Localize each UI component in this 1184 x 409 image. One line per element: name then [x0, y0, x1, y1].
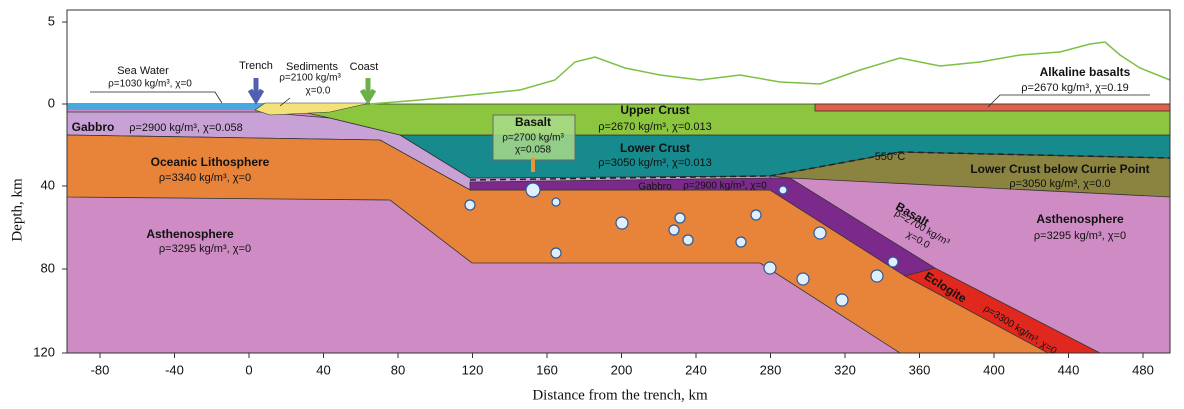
label: ρ=3050 kg/m³, χ=0.0: [1009, 178, 1110, 190]
earthquake: [551, 197, 561, 207]
label: Sediments: [286, 61, 338, 73]
y-tick-label: 120: [33, 344, 55, 359]
x-tick-label: 160: [536, 362, 558, 377]
earthquake: [735, 236, 747, 248]
label: Trench: [239, 60, 273, 72]
earthquake: [525, 182, 541, 198]
label: χ=0.0: [306, 86, 331, 97]
plot-frame: [66, 9, 1171, 354]
isotherm-line: [469, 151, 1171, 181]
leaders: [90, 91, 1150, 108]
label: Alkaline basalts: [1040, 65, 1131, 79]
sea-water: [67, 103, 265, 110]
coast-arrow: [359, 78, 377, 105]
label: 550°C: [875, 151, 906, 163]
leader: [987, 94, 1150, 108]
y-tick-label: 0: [48, 95, 55, 110]
label: Sea Water: [117, 65, 169, 77]
earthquake: [674, 212, 686, 224]
label: Basalt: [515, 115, 551, 129]
earthquake: [668, 224, 680, 236]
label: ρ=3340 kg/m³, χ=0: [159, 172, 251, 184]
label: ρ=3050 kg/m³, χ=0.013: [598, 157, 712, 169]
x-tick-label: 480: [1132, 362, 1154, 377]
label: ρ=2900 kg/m³, χ=0.058: [129, 122, 243, 134]
y-tick-label: 5: [48, 13, 55, 28]
y-tick-label: 40: [41, 177, 55, 192]
x-tick-label: 0: [245, 362, 252, 377]
label: ρ=2670 kg/m³, χ=0.013: [598, 121, 712, 133]
topography: [369, 41, 1171, 105]
trench-arrow: [247, 78, 265, 105]
label: Gabbro: [72, 120, 115, 134]
x-tick-label: 320: [834, 362, 856, 377]
x-tick-label: 80: [391, 362, 405, 377]
x-tick-label: 280: [760, 362, 782, 377]
ticks: -80 -40 0 40 80 120 160 200 240 280 320 360 400 440 48…: [33, 13, 1154, 377]
earthquake: [615, 216, 629, 230]
label: ρ=3295 kg/m³, χ=0: [1034, 230, 1126, 242]
x-tick-label: -80: [91, 362, 110, 377]
x-tick-label: 440: [1058, 362, 1080, 377]
earthquakes: [464, 182, 899, 307]
label: ρ=3295 kg/m³, χ=0: [159, 243, 251, 255]
label: Lower Crust: [620, 141, 690, 155]
label: Coast: [350, 61, 379, 73]
y-axis-title: Depth, km: [9, 178, 25, 242]
earthquake: [464, 199, 476, 211]
earthquake: [550, 247, 562, 259]
label: Asthenosphere: [1036, 212, 1124, 226]
x-tick-label: 120: [462, 362, 484, 377]
leader: [90, 91, 223, 104]
label: ρ=2670 kg/m³, χ=0.19: [1021, 82, 1128, 94]
earthquake: [870, 269, 884, 283]
y-tick-label: 80: [41, 260, 55, 275]
x-tick-label: 240: [685, 362, 707, 377]
label: χ=0.058: [515, 145, 552, 156]
earthquake: [887, 256, 899, 268]
label: Lower Crust below Currie Point: [970, 162, 1149, 176]
label: ρ=2100 kg/m³: [279, 73, 341, 84]
x-axis-title: Distance from the trench, km: [532, 387, 708, 403]
earthquake: [750, 209, 762, 221]
earthquake: [813, 226, 827, 240]
label: ρ=2900 kg/m³, χ=0: [683, 181, 767, 192]
label: ρ=1030 kg/m³, χ=0: [108, 79, 192, 90]
earthquake: [778, 185, 788, 195]
earthquake: [682, 234, 694, 246]
markers: [247, 78, 535, 172]
label: Asthenosphere: [146, 227, 234, 241]
basalt-box: [492, 114, 576, 161]
x-tick-label: -40: [165, 362, 184, 377]
label: ρ=2700 kg/m³: [502, 133, 564, 144]
x-tick-label: 40: [316, 362, 330, 377]
earthquake: [835, 293, 849, 307]
leader: [279, 97, 291, 107]
x-tick-label: 200: [611, 362, 633, 377]
label: Gabbro: [638, 182, 672, 193]
earthquake: [763, 261, 777, 275]
earthquake: [796, 272, 810, 286]
alkaline-basalts: [814, 103, 1171, 112]
label: Oceanic Lithosphere: [151, 155, 270, 169]
sediments: [254, 102, 371, 116]
x-tick-label: 360: [909, 362, 931, 377]
x-tick-label: 400: [983, 362, 1005, 377]
label: Upper Crust: [620, 103, 689, 117]
